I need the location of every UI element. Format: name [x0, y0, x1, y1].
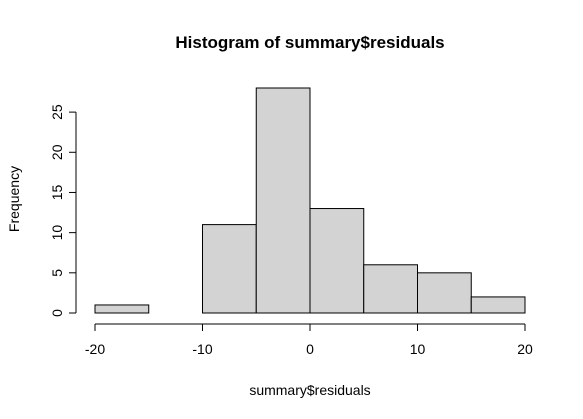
- histogram-bar: [363, 264, 418, 314]
- y-tick-label: 5: [49, 269, 65, 277]
- y-axis: 0 5 10 15 20 25: [49, 104, 77, 317]
- histogram-bar: [202, 224, 257, 314]
- x-tick-label: 20: [517, 341, 533, 357]
- chart-title: Histogram of summary$residuals: [175, 33, 444, 52]
- histogram-bar: [417, 272, 472, 314]
- x-tick-label: -20: [85, 341, 105, 357]
- x-axis: -20 -10 0 10 20: [85, 323, 533, 357]
- bars-group: [94, 87, 526, 314]
- y-tick-label: 25: [49, 104, 65, 120]
- histogram-bar: [470, 296, 526, 314]
- histogram-bar: [94, 304, 150, 314]
- x-axis-label: summary$residuals: [249, 382, 370, 398]
- y-tick-label: 0: [49, 309, 65, 317]
- y-tick-label: 15: [49, 184, 65, 200]
- y-axis-label: Frequency: [6, 166, 22, 232]
- x-tick-label: 0: [306, 341, 314, 357]
- y-tick-label: 10: [49, 225, 65, 241]
- x-tick-label: -10: [192, 341, 212, 357]
- y-tick-label: 20: [49, 144, 65, 160]
- histogram-bar: [309, 208, 365, 314]
- x-tick-label: 10: [410, 341, 426, 357]
- histogram-bar: [255, 87, 311, 314]
